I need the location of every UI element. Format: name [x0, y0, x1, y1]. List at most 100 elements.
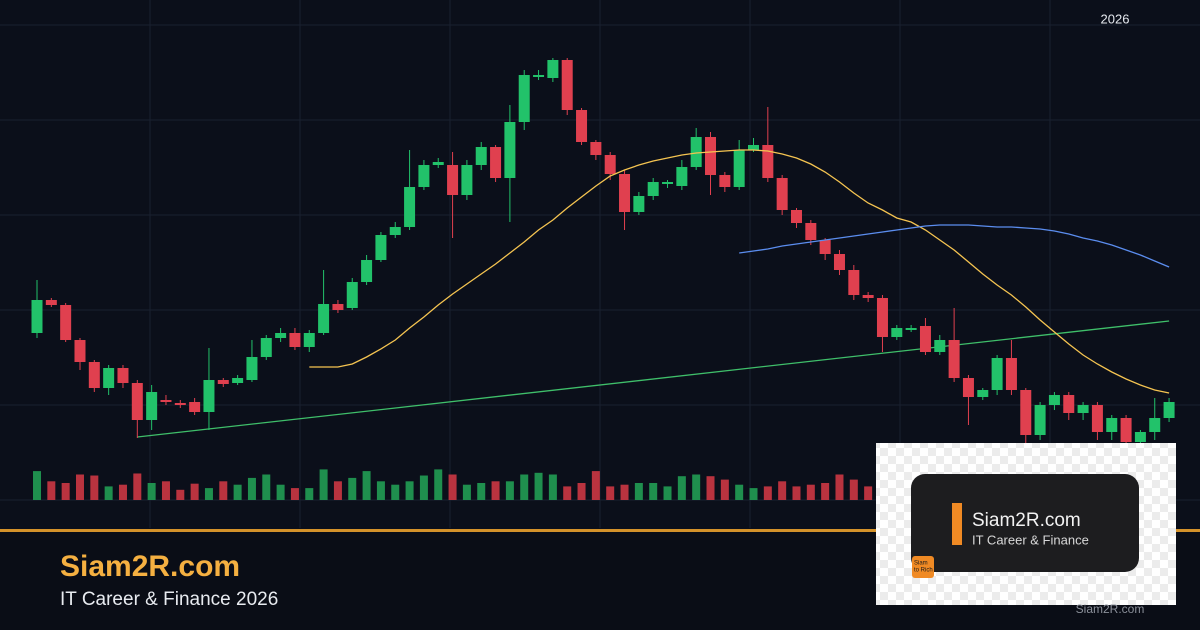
candle-body: [1005, 358, 1017, 390]
candle-body: [117, 368, 129, 383]
volume-bar: [147, 483, 156, 500]
volume-bar: [505, 481, 514, 500]
candle-body: [1063, 395, 1075, 413]
candle-body: [1120, 418, 1132, 442]
volume-bar: [520, 474, 529, 500]
candle-body: [962, 378, 974, 397]
candle-body: [289, 333, 301, 347]
badge-card: [911, 474, 1139, 572]
volume-bar: [133, 473, 142, 500]
line: [739, 224, 1170, 268]
candle-body: [776, 178, 788, 210]
volume-bar: [448, 474, 457, 500]
candle-body: [461, 165, 473, 195]
volume-bar: [663, 486, 672, 500]
volume-bar: [376, 481, 385, 500]
candle-body: [146, 392, 158, 420]
candle-body: [705, 137, 717, 175]
candle-body: [934, 340, 946, 352]
candle-body: [203, 380, 215, 412]
candle-body: [1163, 402, 1175, 418]
volume-bar: [319, 469, 328, 500]
volume-bar: [262, 474, 271, 500]
candle-body: [819, 240, 831, 254]
volume-bar: [720, 479, 729, 500]
volume-bar: [477, 483, 486, 500]
candle-body: [174, 403, 186, 405]
brand-subtitle: IT Career & Finance 2026: [60, 589, 278, 610]
badge-subtitle: IT Career & Finance: [972, 532, 1089, 547]
candle-body: [619, 174, 631, 212]
volume-bar: [419, 475, 428, 500]
volume-bar: [233, 484, 242, 500]
candle-body: [74, 340, 86, 362]
volume-bar: [333, 481, 342, 500]
candle-body: [862, 295, 874, 298]
volume-bar: [849, 479, 858, 500]
logo-text: Siam: [914, 561, 928, 567]
badge-overlay: Siam2R.com IT Career & Finance Siam to R…: [876, 443, 1176, 605]
candle-body: [1091, 405, 1103, 432]
logo-text: to Rich: [914, 568, 933, 574]
volume-bar: [204, 488, 213, 500]
candle-body: [948, 340, 960, 378]
volume-bar: [75, 474, 84, 500]
volume-bar: [276, 484, 285, 500]
volume-bar: [348, 477, 357, 500]
candle-body: [1048, 395, 1060, 405]
candle-body: [690, 137, 702, 167]
candle-body: [719, 175, 731, 187]
volume-bar: [548, 474, 557, 500]
candle-body: [805, 223, 817, 240]
volume-bar: [391, 484, 400, 500]
candle-body: [60, 305, 72, 340]
volume-bar: [104, 486, 113, 500]
period-label: 2026: [1101, 11, 1130, 26]
candle-body: [1020, 390, 1032, 435]
candle-body: [375, 235, 387, 260]
candle-body: [332, 304, 344, 310]
candle-body: [790, 210, 802, 223]
candle-body: [189, 402, 201, 412]
candle-body: [876, 298, 888, 337]
candle-body: [361, 260, 373, 282]
candle-body: [260, 338, 272, 357]
volume-bar: [606, 486, 615, 500]
candle-body: [1077, 405, 1089, 413]
candle-body: [318, 304, 330, 333]
volume-bar: [706, 476, 715, 500]
volume-bar: [362, 471, 371, 500]
candle-body: [919, 326, 931, 352]
volume-bar: [591, 471, 600, 500]
candle-body: [346, 282, 358, 308]
candle-body: [160, 400, 172, 402]
candle-body: [647, 182, 659, 196]
volume-bar: [190, 483, 199, 500]
candle-body: [1149, 418, 1161, 432]
volume-bar: [821, 483, 830, 500]
candle-body: [991, 358, 1003, 390]
candle-body: [833, 254, 845, 270]
footer-rule: [0, 529, 1200, 532]
volume-bar: [33, 471, 41, 500]
volume-bar: [219, 481, 228, 500]
brand-title: Siam2R.com: [60, 550, 240, 583]
candle-body: [1134, 432, 1146, 442]
volume-bar: [835, 474, 844, 500]
volume-bar: [247, 477, 256, 500]
candle-body: [518, 75, 530, 122]
candle-body: [447, 165, 459, 195]
candle-body: [232, 378, 244, 383]
candle-body: [561, 60, 573, 110]
volume-bar: [118, 484, 127, 500]
candle-body: [246, 357, 258, 380]
volume-bar: [649, 483, 658, 500]
volume-bar: [864, 486, 873, 500]
volume-bar: [806, 484, 815, 500]
volume-bar: [434, 469, 443, 500]
volume-bar: [491, 481, 500, 500]
candle-body: [848, 270, 860, 295]
candle-body: [1106, 418, 1118, 432]
logo-box: [912, 556, 934, 578]
volume-bar: [534, 472, 543, 500]
